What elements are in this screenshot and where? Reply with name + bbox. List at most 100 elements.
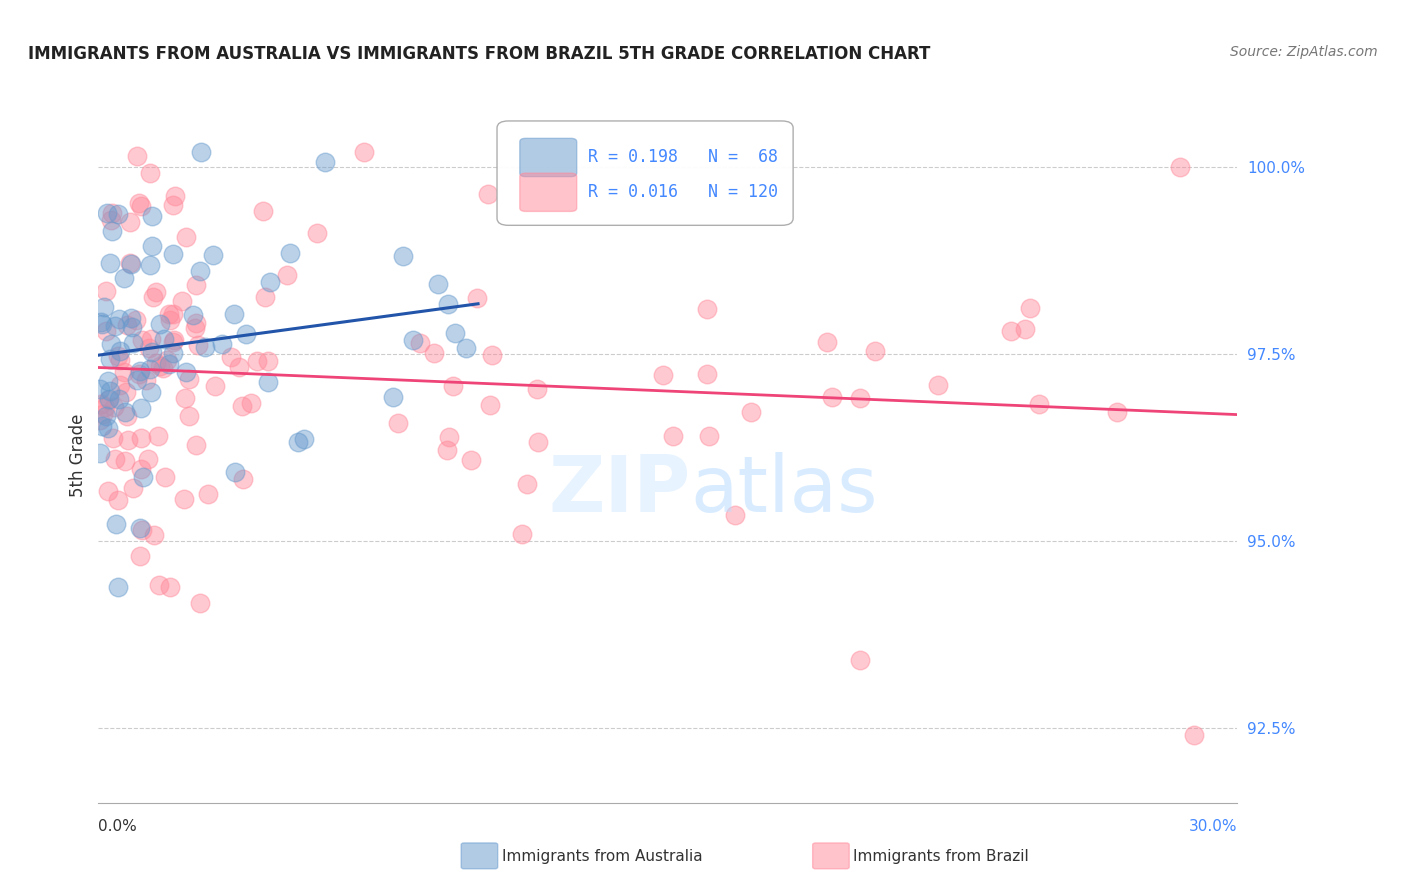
Point (1019, 301, 1042, 315)
Y-axis label: 5th Grade: 5th Grade (69, 413, 87, 497)
Point (100, 205, 122, 219)
Point (139, 384, 162, 399)
Point (186, 277, 208, 292)
Point (90, 397, 112, 411)
Point (103, 401, 125, 415)
Point (184, 437, 207, 451)
Point (174, 391, 197, 405)
Point (159, 580, 181, 594)
Text: R = 0.198   N =  68: R = 0.198 N = 68 (588, 148, 778, 167)
Point (129, 199, 152, 213)
Point (104, 318, 127, 333)
Point (228, 359, 250, 374)
Point (114, 454, 136, 468)
Point (149, 359, 172, 373)
Point (120, 257, 142, 271)
Point (441, 378, 464, 392)
Point (696, 367, 718, 381)
Point (157, 307, 180, 321)
Point (142, 290, 165, 304)
Point (314, 155, 336, 169)
Point (696, 301, 718, 316)
Point (162, 346, 184, 360)
Point (122, 335, 145, 350)
Point (94, 324, 117, 338)
Point (697, 428, 720, 442)
Point (121, 320, 143, 334)
Point (131, 333, 153, 347)
Point (156, 353, 179, 368)
Point (460, 453, 482, 467)
Point (157, 357, 180, 371)
FancyBboxPatch shape (520, 173, 576, 211)
Point (89, 413, 111, 427)
Point (145, 285, 167, 300)
Point (526, 434, 548, 449)
FancyBboxPatch shape (520, 138, 576, 177)
Point (112, 366, 135, 380)
Point (139, 258, 162, 272)
Point (409, 336, 432, 351)
Point (149, 318, 172, 332)
Text: Source: ZipAtlas.com: Source: ZipAtlas.com (1230, 45, 1378, 59)
Point (240, 395, 263, 409)
Point (141, 344, 163, 359)
Point (849, 391, 872, 405)
Point (821, 390, 844, 404)
Point (107, 492, 129, 507)
Point (927, 378, 949, 392)
Point (94, 409, 117, 424)
Point (97, 393, 120, 408)
Point (187, 337, 209, 351)
Point (437, 297, 460, 311)
Point (863, 344, 886, 359)
Point (121, 481, 143, 495)
Point (481, 348, 503, 362)
Point (138, 341, 160, 355)
Point (120, 255, 142, 269)
Point (129, 364, 152, 378)
Point (510, 526, 533, 541)
Point (387, 416, 409, 430)
Point (174, 365, 197, 379)
Point (104, 517, 127, 532)
Point (256, 376, 278, 390)
Point (108, 392, 131, 407)
Point (107, 580, 129, 594)
Point (101, 431, 124, 445)
Point (148, 428, 170, 442)
Point (115, 385, 138, 400)
Text: R = 0.016   N = 120: R = 0.016 N = 120 (588, 183, 778, 202)
Text: 30.0%: 30.0% (1189, 819, 1237, 834)
Point (97, 374, 120, 388)
Point (89, 446, 111, 460)
Point (138, 361, 160, 376)
Point (177, 409, 200, 424)
Point (117, 433, 139, 447)
Point (257, 354, 280, 368)
Point (194, 339, 217, 353)
Point (661, 429, 683, 443)
Point (1014, 322, 1036, 336)
Point (108, 377, 131, 392)
Point (91, 407, 114, 421)
Point (141, 209, 163, 223)
Point (526, 382, 548, 396)
Point (104, 452, 127, 467)
Point (353, 145, 375, 159)
Point (163, 188, 186, 202)
Point (143, 527, 166, 541)
Point (129, 549, 152, 564)
FancyBboxPatch shape (498, 121, 793, 226)
Point (128, 367, 150, 381)
Point (815, 335, 838, 350)
Point (201, 248, 224, 262)
Point (98, 392, 121, 407)
Point (155, 470, 177, 484)
Point (163, 333, 186, 347)
Point (224, 465, 246, 479)
Point (162, 334, 184, 349)
Point (132, 469, 155, 483)
Point (110, 353, 132, 368)
Point (125, 149, 148, 163)
